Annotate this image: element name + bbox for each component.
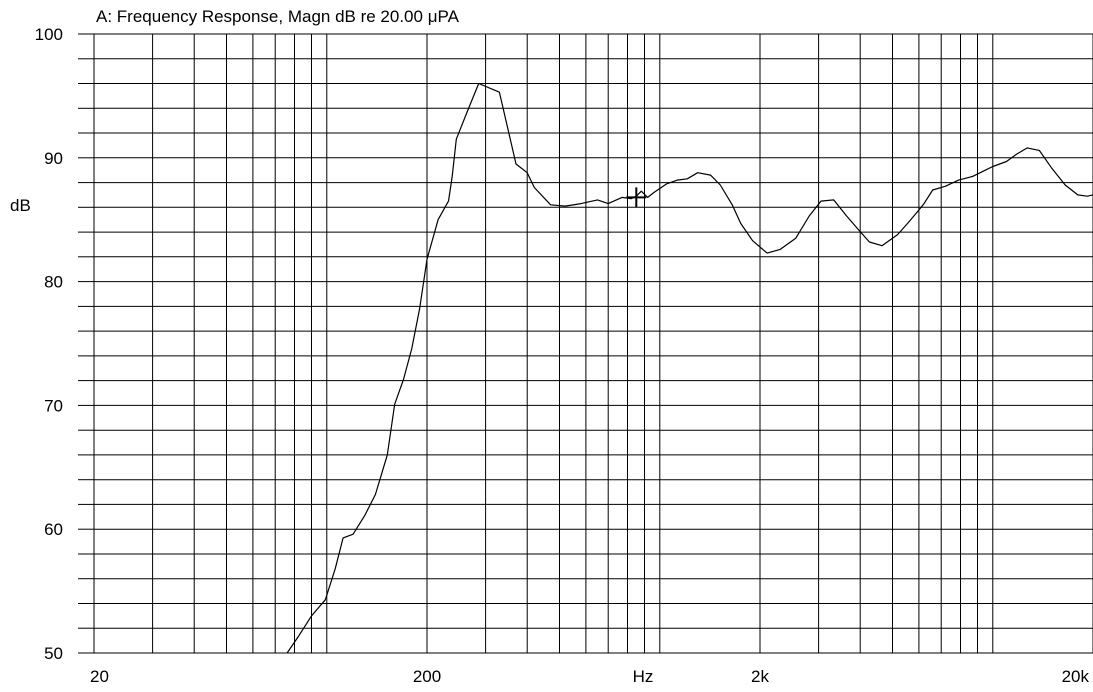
y-tick-label: 60 — [44, 520, 63, 539]
chart-title: A: Frequency Response, Magn dB re 20.00 … — [96, 7, 460, 26]
plot-grid — [78, 33, 1093, 654]
y-axis-label: dB — [10, 196, 31, 215]
y-tick-label: 70 — [44, 396, 63, 415]
plot-frame — [93, 33, 1093, 654]
cursor-crosshair-icon — [626, 187, 647, 208]
x-tick-label: 20 — [90, 667, 109, 686]
x-tick-label: 20k — [1062, 667, 1090, 686]
y-tick-label: 100 — [35, 25, 63, 44]
x-axis-label: Hz — [633, 667, 654, 686]
y-tick-label: 80 — [44, 273, 63, 292]
x-tick-label: 200 — [413, 667, 441, 686]
x-tick-label: 2k — [751, 667, 769, 686]
plot-lines — [286, 82, 1093, 654]
y-tick-label: 90 — [44, 149, 63, 168]
y-tick-label: 50 — [44, 644, 63, 663]
response-curve — [286, 82, 1093, 654]
axis-ticks: 50 60 70 80 90 100 20 200 2k 20k — [35, 25, 1090, 686]
